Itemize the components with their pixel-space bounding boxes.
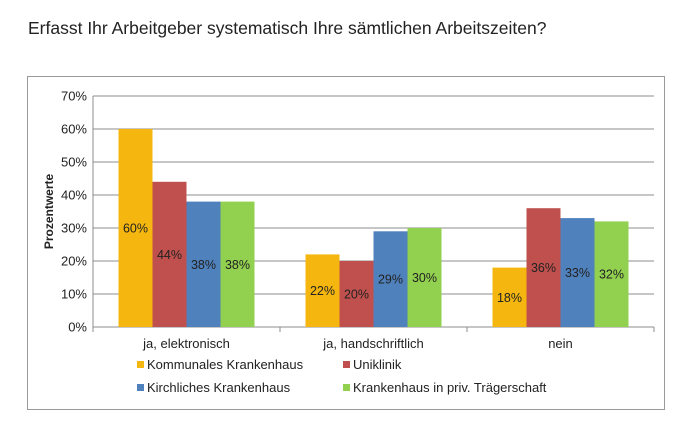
y-tick-label: 40% <box>61 188 87 203</box>
y-tick-label: 70% <box>61 89 87 104</box>
bar <box>118 129 153 327</box>
legend-swatch <box>137 384 144 391</box>
bar <box>373 231 408 327</box>
data-label: 22% <box>310 284 335 298</box>
y-tick-label: 50% <box>61 155 87 170</box>
bar <box>492 267 527 327</box>
data-label: 38% <box>191 258 216 272</box>
bar <box>594 221 629 327</box>
y-axis-label: Prozentwerte <box>42 174 56 250</box>
data-label: 44% <box>157 248 182 262</box>
bar <box>305 254 340 327</box>
data-label: 18% <box>497 291 522 305</box>
data-label: 33% <box>565 266 590 280</box>
y-tick-label: 30% <box>61 221 87 236</box>
bar <box>220 201 255 327</box>
chart-frame <box>27 76 665 410</box>
data-label: 60% <box>123 222 148 236</box>
legend-label: Uniklinik <box>353 357 402 372</box>
data-label: 29% <box>378 273 403 287</box>
bar <box>407 228 442 327</box>
bar <box>186 201 221 327</box>
legend-label: Krankenhaus in priv. Trägerschaft <box>353 380 547 395</box>
data-label: 32% <box>599 268 624 282</box>
x-tick-label: ja, handschriftlich <box>322 336 423 351</box>
legend-swatch <box>343 384 350 391</box>
legend-swatch <box>343 361 350 368</box>
data-label: 20% <box>344 288 369 302</box>
data-label: 38% <box>225 258 250 272</box>
y-tick-label: 20% <box>61 254 87 269</box>
y-tick-label: 0% <box>68 320 87 335</box>
bar <box>560 218 595 327</box>
bar <box>526 208 561 327</box>
bar <box>152 181 187 327</box>
data-label: 30% <box>412 271 437 285</box>
y-tick-label: 60% <box>61 122 87 137</box>
bar <box>339 261 374 327</box>
y-tick-label: 10% <box>61 287 87 302</box>
legend-label: Kommunales Krankenhaus <box>147 357 304 372</box>
legend-label: Kirchliches Krankenhaus <box>147 380 291 395</box>
legend-swatch <box>137 361 144 368</box>
x-tick-label: ja, elektronisch <box>142 336 230 351</box>
page-title: Erfasst Ihr Arbeitgeber systematisch Ihr… <box>28 18 547 38</box>
data-label: 36% <box>531 261 556 275</box>
x-tick-label: nein <box>548 336 573 351</box>
